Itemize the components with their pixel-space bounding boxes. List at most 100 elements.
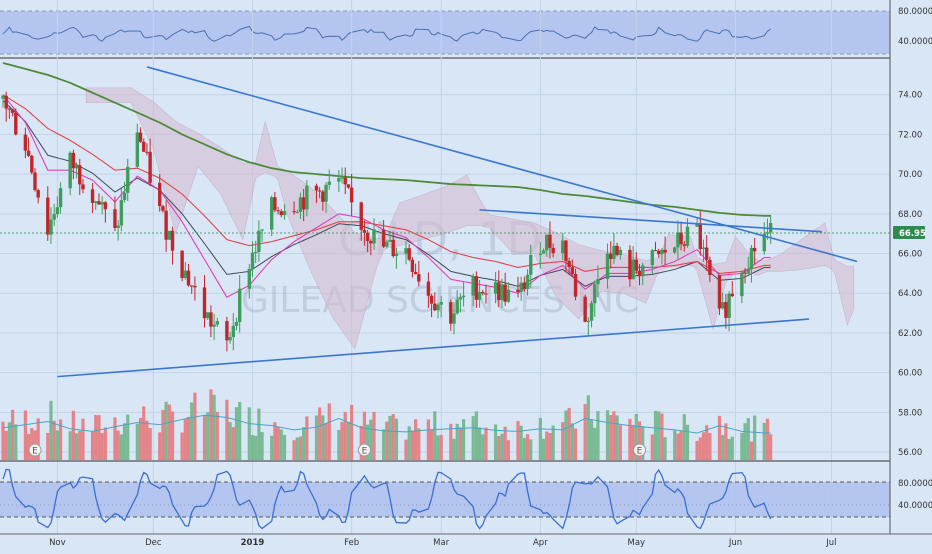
candle-body[interactable] (743, 272, 747, 274)
candle-body[interactable] (215, 321, 220, 325)
candle-body[interactable] (634, 259, 639, 271)
candle-body[interactable] (359, 202, 363, 230)
candle-body[interactable] (36, 190, 40, 198)
candle-body[interactable] (170, 230, 175, 251)
candle-body[interactable] (695, 223, 699, 227)
candle-body[interactable] (717, 274, 722, 309)
candle-body[interactable] (404, 248, 408, 254)
candle-body[interactable] (337, 177, 341, 182)
candle-body[interactable] (740, 272, 744, 297)
candle-body[interactable] (519, 282, 523, 293)
candle-body[interactable] (269, 197, 274, 230)
earnings-marker[interactable] (28, 443, 42, 457)
candle-body[interactable] (164, 210, 168, 240)
candle-body[interactable] (436, 304, 440, 311)
candle-body[interactable] (583, 296, 587, 322)
candle-body[interactable] (708, 259, 712, 275)
candle-body[interactable] (209, 312, 213, 327)
candle-body[interactable] (522, 282, 527, 290)
candle-body[interactable] (657, 250, 661, 255)
candle-body[interactable] (637, 270, 642, 277)
candle-body[interactable] (167, 230, 172, 240)
candle-body[interactable] (391, 239, 395, 257)
candle-body[interactable] (190, 285, 194, 287)
candle-body[interactable] (282, 211, 287, 216)
candle-body[interactable] (279, 211, 283, 216)
candle-body[interactable] (564, 240, 568, 261)
candle-body[interactable] (589, 303, 594, 321)
candle-body[interactable] (720, 302, 725, 309)
candle-body[interactable] (113, 209, 117, 228)
candle-body[interactable] (493, 282, 498, 294)
candle-body[interactable] (305, 185, 309, 210)
candle-body[interactable] (452, 313, 456, 324)
candle-body[interactable] (94, 201, 98, 203)
candle-body[interactable] (663, 249, 667, 253)
candle-body[interactable] (186, 270, 191, 286)
candle-body[interactable] (596, 279, 600, 285)
candle-body[interactable] (317, 190, 322, 192)
candle-body[interactable] (417, 274, 421, 282)
candle-body[interactable] (119, 200, 124, 226)
candle-body[interactable] (30, 155, 34, 173)
candle-body[interactable] (1, 95, 5, 99)
candle-body[interactable] (4, 95, 8, 109)
candle-body[interactable] (612, 245, 616, 259)
candle-body[interactable] (426, 281, 431, 296)
candle-body[interactable] (477, 291, 482, 300)
candle-body[interactable] (410, 259, 415, 272)
candle-body[interactable] (148, 151, 152, 183)
candle-body[interactable] (762, 233, 766, 252)
candle-body[interactable] (503, 284, 507, 302)
candle-body[interactable] (295, 211, 299, 213)
candle-body[interactable] (628, 249, 632, 280)
candle-body[interactable] (193, 286, 197, 288)
candle-body[interactable] (321, 191, 325, 202)
candle-body[interactable] (653, 250, 658, 252)
earnings-marker[interactable] (357, 443, 371, 457)
trendline[interactable] (479, 209, 822, 233)
candle-body[interactable] (672, 247, 677, 253)
candle-body[interactable] (765, 232, 770, 234)
candle-body[interactable] (372, 229, 376, 244)
candle-body[interactable] (202, 287, 207, 319)
candle-body[interactable] (679, 232, 683, 245)
earnings-marker[interactable] (633, 443, 647, 457)
candle-body[interactable] (561, 240, 565, 254)
candle-body[interactable] (142, 141, 146, 152)
candle-body[interactable] (212, 324, 216, 327)
top-oscillator-panel[interactable] (0, 10, 890, 55)
candle-body[interactable] (298, 197, 303, 212)
candle-body[interactable] (103, 202, 108, 210)
candle-body[interactable] (126, 166, 130, 193)
candle-body[interactable] (116, 225, 120, 228)
candle-body[interactable] (276, 210, 280, 212)
candle-body[interactable] (7, 108, 12, 110)
candle-body[interactable] (541, 250, 546, 254)
candle-body[interactable] (730, 293, 734, 297)
candle-body[interactable] (631, 259, 635, 280)
candle-body[interactable] (46, 197, 50, 235)
candle-body[interactable] (545, 234, 549, 251)
candle-body[interactable] (90, 189, 95, 203)
candle-body[interactable] (33, 172, 37, 191)
candle-body[interactable] (346, 184, 351, 188)
candle-body[interactable] (324, 184, 328, 202)
candle-body[interactable] (685, 226, 690, 246)
candle-body[interactable] (138, 132, 143, 142)
candle-body[interactable] (676, 232, 680, 248)
candle-body[interactable] (484, 293, 488, 295)
candle-body[interactable] (180, 250, 184, 278)
candle-body[interactable] (273, 197, 277, 211)
candle-body[interactable] (247, 268, 251, 289)
candle-body[interactable] (573, 273, 578, 297)
candle-body[interactable] (234, 321, 239, 326)
candle-body[interactable] (500, 284, 504, 301)
candle-body[interactable] (71, 152, 76, 169)
trendline[interactable] (57, 318, 810, 378)
candle-body[interactable] (641, 265, 645, 277)
candle-body[interactable] (461, 295, 466, 298)
